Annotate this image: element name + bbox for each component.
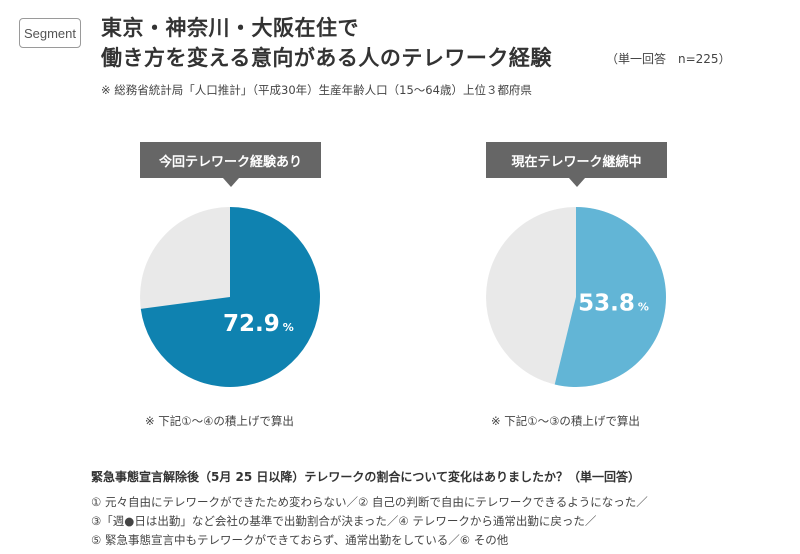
- option-line-2: ③「週●日は出勤」など会社の基準で出勤割合が決まった／④ テレワークから通常出勤…: [91, 514, 597, 528]
- chart2-note: ※ 下記①～③の積上げで算出: [491, 414, 640, 428]
- page-title-line1: 東京・神奈川・大阪在住で: [101, 16, 359, 40]
- chart1-value-label: 72.9%: [223, 311, 294, 337]
- chart1-note: ※ 下記①～④の積上げで算出: [145, 414, 294, 428]
- option-line-1: ① 元々自由にテレワークができたため変わらない／② 自己の判断で自由にテレワーク…: [91, 495, 648, 509]
- source-note: ※ 総務省統計局「人口推計」（平成30年）生産年齢人口（15～64歳）上位３都府…: [101, 83, 532, 97]
- answer-type-sample-size: （単一回答 n=225）: [606, 52, 731, 66]
- segment-badge: Segment: [19, 18, 81, 48]
- chart2-title-callout: 現在テレワーク継続中: [486, 142, 667, 187]
- survey-question: 緊急事態宣言解除後（5月 25 日以降）テレワークの割合について変化はありました…: [91, 470, 641, 484]
- chart1-title-callout: 今回テレワーク経験あり: [140, 142, 321, 187]
- option-line-3: ⑤ 緊急事態宣言中もテレワークができておらず、通常出勤をしている／⑥ その他: [91, 533, 509, 547]
- page-title-line2: 働き方を変える意向がある人のテレワーク経験: [101, 46, 552, 70]
- chart2-pie: 53.8%: [486, 207, 666, 387]
- chart2-slice-value: [554, 207, 666, 387]
- chart1-slice-value: [140, 207, 320, 387]
- chart2-value-label: 53.8%: [578, 291, 649, 317]
- chart1-pie: 72.9%: [140, 207, 320, 387]
